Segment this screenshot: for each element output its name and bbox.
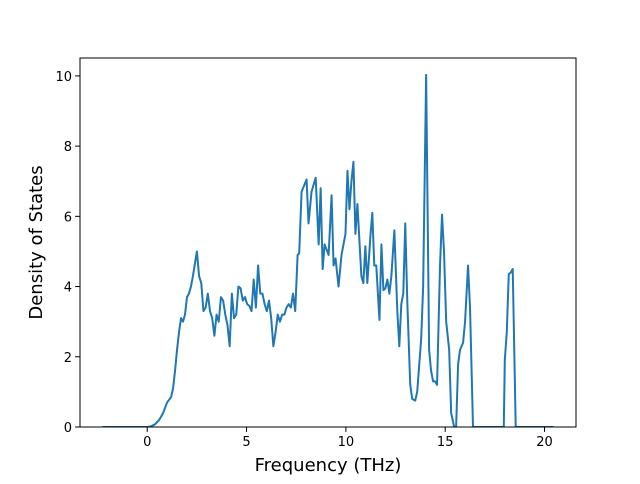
x-tick-label: 10 <box>338 435 355 450</box>
x-tick-label: 5 <box>242 435 250 450</box>
y-tick-label: 2 <box>64 351 72 366</box>
x-tick-label: 20 <box>536 435 553 450</box>
y-tick-label: 8 <box>64 140 72 155</box>
y-tick-label: 6 <box>64 210 72 225</box>
y-tick-label: 4 <box>64 281 72 296</box>
line <box>102 73 554 427</box>
x-axis-label: Frequency (THz) <box>255 455 402 476</box>
y-tick-label: 10 <box>55 70 72 85</box>
x-tick-label: 0 <box>143 435 151 450</box>
x-tick-label: 15 <box>437 435 454 450</box>
y-tick-label: 0 <box>64 421 72 436</box>
y-axis-label: Density of States <box>26 165 47 319</box>
plot-frame <box>79 57 577 428</box>
